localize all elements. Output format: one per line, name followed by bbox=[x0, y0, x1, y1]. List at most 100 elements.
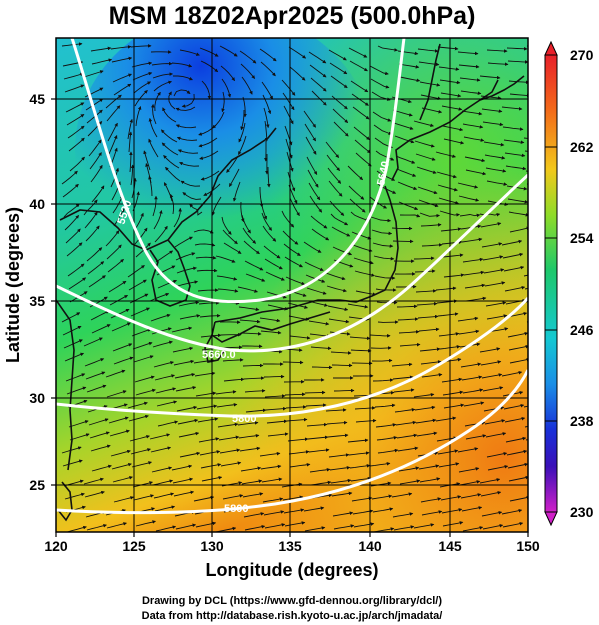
wind-arrow bbox=[266, 419, 288, 424]
wind-arrow bbox=[532, 528, 552, 532]
wind-arrow bbox=[64, 84, 85, 93]
wind-arrow bbox=[482, 523, 504, 530]
wind-arrow bbox=[373, 255, 395, 261]
wind-arrow bbox=[311, 365, 333, 370]
wind-arrow bbox=[152, 72, 174, 79]
wind-arrow bbox=[440, 92, 462, 98]
wind-arrow bbox=[215, 390, 237, 395]
wind-arrow bbox=[354, 406, 376, 410]
wind-arrow bbox=[306, 156, 318, 176]
wind-arrow bbox=[487, 62, 509, 67]
wind-arrow bbox=[325, 272, 346, 281]
wind-arrow bbox=[418, 199, 439, 208]
wind-arrow bbox=[325, 141, 340, 158]
coastline-kyushu bbox=[204, 334, 227, 363]
wind-arrow bbox=[168, 91, 176, 110]
wind-arrow bbox=[442, 253, 464, 258]
wind-arrow bbox=[415, 153, 436, 161]
wind-arrow bbox=[267, 166, 271, 188]
wind-arrow bbox=[371, 229, 393, 236]
wind-arrow bbox=[193, 229, 214, 234]
wind-arrow bbox=[348, 47, 368, 58]
wind-arrow bbox=[243, 512, 265, 518]
wind-arrow bbox=[91, 185, 105, 203]
wind-arrow bbox=[397, 181, 418, 190]
wind-arrow bbox=[509, 226, 528, 233]
wind-arrow bbox=[175, 252, 196, 261]
wind-arrow bbox=[391, 362, 413, 367]
wind-arrow bbox=[62, 183, 79, 198]
wind-arrow bbox=[461, 375, 483, 381]
wind-arrow bbox=[481, 510, 503, 517]
wind-arrow bbox=[482, 386, 504, 392]
wind-arrow bbox=[239, 446, 261, 452]
wind-arrow bbox=[393, 122, 414, 130]
wind-arrow bbox=[127, 118, 133, 140]
wind-arrow bbox=[200, 60, 219, 73]
wind-arrow bbox=[87, 261, 105, 275]
wind-arrow bbox=[178, 431, 200, 438]
wind-arrow bbox=[111, 322, 131, 332]
wind-arrow bbox=[197, 288, 219, 292]
wind-arrow bbox=[154, 225, 168, 243]
wind-arrow bbox=[458, 195, 480, 202]
wind-arrow bbox=[219, 448, 241, 454]
wind-arrow bbox=[177, 418, 199, 425]
wind-arrow bbox=[111, 462, 132, 470]
wind-arrow bbox=[435, 286, 457, 291]
wind-arrow bbox=[482, 255, 504, 261]
wind-arrow bbox=[308, 448, 330, 453]
wind-arrow bbox=[108, 416, 129, 424]
wind-arrow bbox=[198, 137, 218, 148]
wind-arrow bbox=[486, 451, 508, 458]
wind-arrow bbox=[305, 136, 317, 155]
wind-arrow bbox=[109, 295, 129, 306]
wind-arrow bbox=[355, 290, 377, 296]
wind-arrow bbox=[237, 286, 258, 293]
x-tick-125: 125 bbox=[122, 538, 146, 554]
wind-arrow bbox=[151, 466, 173, 473]
wind-arrow bbox=[259, 451, 281, 457]
wind-arrow bbox=[391, 96, 412, 104]
wind-arrow bbox=[182, 192, 202, 200]
wind-arrow bbox=[288, 450, 310, 455]
contour-label-5800-a: 5800 bbox=[232, 413, 256, 425]
wind-arrow bbox=[421, 373, 443, 378]
wind-arrow bbox=[85, 98, 104, 111]
wind-arrow bbox=[506, 185, 528, 191]
wind-arrow bbox=[161, 142, 179, 156]
wind-arrow bbox=[263, 510, 285, 516]
wind-arrow bbox=[369, 334, 391, 338]
wind-arrow bbox=[420, 223, 442, 227]
wind-arrow bbox=[199, 150, 219, 160]
wind-arrow bbox=[329, 465, 351, 471]
wind-arrow bbox=[419, 212, 440, 218]
wind-arrow bbox=[463, 136, 485, 142]
wind-arrow bbox=[242, 492, 264, 498]
wind-arrow bbox=[328, 318, 350, 324]
wind-arrow bbox=[176, 266, 197, 274]
wind-arrow bbox=[326, 420, 348, 425]
wind-arrow bbox=[107, 259, 124, 273]
contour-5660 bbox=[56, 296, 528, 418]
wind-arrow bbox=[284, 392, 306, 397]
wind-arrow bbox=[442, 390, 464, 396]
wind-arrow bbox=[395, 420, 417, 426]
wind-arrow bbox=[305, 403, 327, 407]
wind-arrow bbox=[352, 244, 373, 253]
wind-arrow bbox=[330, 75, 348, 89]
wind-arrow bbox=[437, 184, 458, 192]
wind-arrow bbox=[240, 201, 245, 223]
wind-arrow bbox=[303, 110, 316, 128]
wind-arrow bbox=[221, 78, 232, 98]
wind-arrow bbox=[509, 495, 528, 502]
wind-arrow bbox=[441, 508, 463, 514]
wind-arrow bbox=[156, 400, 178, 407]
wind-arrow bbox=[83, 337, 103, 347]
wind-arrow bbox=[171, 62, 193, 68]
wind-arrow bbox=[83, 477, 104, 485]
wind-arrow bbox=[173, 89, 191, 97]
wind-arrow bbox=[310, 346, 332, 351]
wind-arrow bbox=[484, 154, 506, 160]
wind-arrow bbox=[347, 438, 369, 443]
